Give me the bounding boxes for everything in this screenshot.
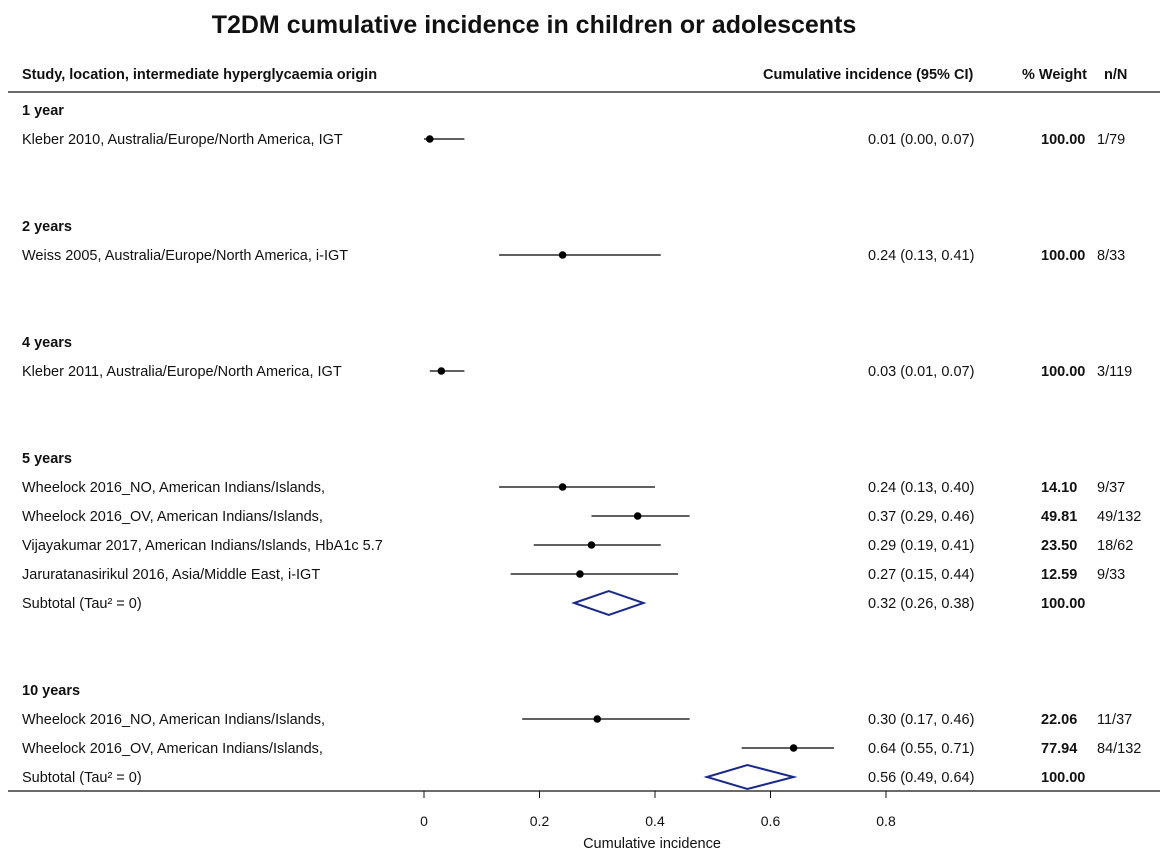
header-estimate: Cumulative incidence (95% CI) <box>763 67 973 83</box>
nn-value: 18/62 <box>1097 538 1133 554</box>
study-label: Wheelock 2016_NO, American Indians/Islan… <box>22 480 325 496</box>
weight-value: 100.00 <box>1041 770 1085 786</box>
ci-text: 0.29 (0.19, 0.41) <box>868 538 974 554</box>
study-label: Wheelock 2016_NO, American Indians/Islan… <box>22 712 325 728</box>
study-label: Wheelock 2016_OV, American Indians/Islan… <box>22 741 323 757</box>
nn-value: 9/37 <box>1097 480 1125 496</box>
weight-value: 12.59 <box>1041 567 1077 583</box>
x-tick-label: 0.8 <box>876 813 896 829</box>
study-label: Wheelock 2016_OV, American Indians/Islan… <box>22 509 323 525</box>
point-estimate <box>789 744 798 752</box>
ci-text: 0.56 (0.49, 0.64) <box>868 770 974 786</box>
header-study: Study, location, intermediate hyperglyca… <box>22 67 377 83</box>
header-weight: % Weight <box>1022 67 1087 83</box>
x-tick-label: 0.6 <box>761 813 781 829</box>
ci-text: 0.64 (0.55, 0.71) <box>868 741 974 757</box>
nn-value: 84/132 <box>1097 741 1141 757</box>
group-label: 1 year <box>22 103 64 119</box>
weight-value: 100.00 <box>1041 364 1085 380</box>
ci-text: 0.27 (0.15, 0.44) <box>868 567 974 583</box>
header-nn: n/N <box>1104 67 1127 83</box>
ci-text: 0.32 (0.26, 0.38) <box>868 596 974 612</box>
nn-value: 8/33 <box>1097 248 1125 264</box>
group-label: 5 years <box>22 451 72 467</box>
study-label: Kleber 2010, Australia/Europe/North Amer… <box>22 132 343 148</box>
forest-rows: 1 year Kleber 2010, Australia/Europe/Nort… <box>22 103 1141 791</box>
ci-text: 0.03 (0.01, 0.07) <box>868 364 974 380</box>
study-label: Kleber 2011, Australia/Europe/North Amer… <box>22 364 342 380</box>
weight-value: 49.81 <box>1041 509 1077 525</box>
ci-text: 0.37 (0.29, 0.46) <box>868 509 974 525</box>
ci-text: 0.01 (0.00, 0.07) <box>868 132 974 148</box>
ci-text: 0.30 (0.17, 0.46) <box>868 712 974 728</box>
nn-value: 3/119 <box>1097 364 1132 380</box>
point-estimate <box>587 541 596 549</box>
subtotal-diamond <box>703 763 798 791</box>
weight-value: 100.00 <box>1041 596 1085 612</box>
weight-value: 22.06 <box>1041 712 1077 728</box>
weight-value: 77.94 <box>1041 741 1077 757</box>
weight-value: 100.00 <box>1041 248 1085 264</box>
x-tick-label: 0 <box>420 813 428 829</box>
study-label: Weiss 2005, Australia/Europe/North Ameri… <box>22 248 348 264</box>
weight-value: 23.50 <box>1041 538 1077 554</box>
x-tick-label: 0.2 <box>530 813 550 829</box>
weight-value: 14.10 <box>1041 480 1077 496</box>
x-axis-label: Cumulative incidence <box>583 836 721 852</box>
point-estimate <box>633 512 642 520</box>
subtotal-label: Subtotal (Tau² = 0) <box>22 596 142 612</box>
chart-title: T2DM cumulative incidence in children or… <box>212 11 857 39</box>
point-estimate <box>576 570 584 578</box>
group-label: 2 years <box>22 219 72 235</box>
nn-value: 9/33 <box>1097 567 1125 583</box>
point-estimate <box>437 367 446 375</box>
point-estimate <box>558 251 567 259</box>
subtotal-label: Subtotal (Tau² = 0) <box>22 770 142 786</box>
x-axis-ticks: 0 0.2 0.4 0.6 0.8 <box>420 791 896 829</box>
subtotal-diamond <box>571 589 647 617</box>
study-label: Jaruratanasirikul 2016, Asia/Middle East… <box>22 567 320 583</box>
nn-value: 11/37 <box>1097 712 1132 728</box>
x-tick-label: 0.4 <box>645 813 665 829</box>
point-estimate <box>593 715 602 723</box>
nn-value: 49/132 <box>1097 509 1141 525</box>
point-estimate <box>425 135 434 143</box>
study-label: Vijayakumar 2017, American Indians/Islan… <box>22 538 383 554</box>
group-label: 4 years <box>22 335 72 351</box>
ci-text: 0.24 (0.13, 0.41) <box>868 248 974 264</box>
ci-text: 0.24 (0.13, 0.40) <box>868 480 974 496</box>
group-label: 10 years <box>22 683 80 699</box>
nn-value: 1/79 <box>1097 132 1125 148</box>
point-estimate <box>558 483 567 491</box>
weight-value: 100.00 <box>1041 132 1085 148</box>
